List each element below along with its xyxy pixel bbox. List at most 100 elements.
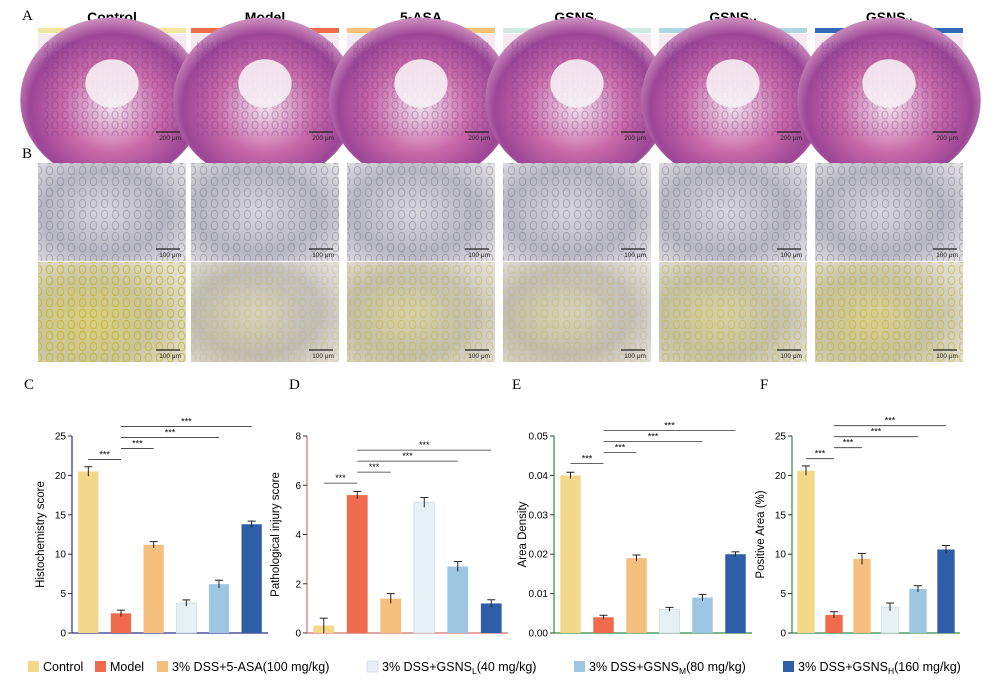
y-tick-label: 0	[780, 629, 786, 640]
bar-4	[909, 588, 927, 633]
he-micrograph: 200 μm	[485, 17, 669, 183]
scale-bar-label: 100 μm	[624, 353, 646, 360]
y-tick-label: 20	[55, 471, 67, 482]
panel-letter-b: B	[22, 146, 32, 162]
scale-bar-label: 100 μm	[159, 252, 181, 259]
ihc-micrograph: 100 μm	[659, 163, 807, 261]
scale-bar-label: 100 μm	[624, 252, 646, 259]
chart-panel-e: 0.00 0.01 0.02 0.03 0.04 0.05 Area Density *** *…	[517, 420, 752, 640]
y-tick-label: 0.02	[529, 550, 549, 561]
scale-bar-label: 200 μm	[468, 135, 490, 142]
ihc-micrograph: 100 μm	[815, 163, 963, 261]
bar-0	[560, 475, 581, 633]
y-tick-label: 0.04	[529, 471, 549, 482]
panel-letter-a: A	[22, 8, 33, 24]
panel-letter-f: F	[760, 377, 768, 393]
scale-bar-label: 200 μm	[624, 135, 646, 142]
significance-mark: ***	[99, 449, 110, 459]
y-tick-label: 5	[60, 589, 66, 600]
significance-mark: ***	[582, 453, 593, 463]
ihc-micrograph: 100 μm	[347, 262, 495, 362]
y-tick-label: 2	[295, 579, 301, 590]
scale-bar-label: 100 μm	[312, 353, 334, 360]
significance-mark: ***	[648, 431, 659, 441]
panel-letter-c: C	[24, 377, 34, 393]
bar-2	[853, 558, 871, 633]
y-tick-label: 25	[775, 432, 787, 443]
y-tick-label: 0.00	[529, 629, 549, 640]
he-micrograph: 200 μm	[173, 17, 357, 183]
bar-2	[143, 544, 164, 633]
significance-mark: ***	[843, 438, 854, 448]
y-tick-label: 25	[55, 432, 67, 443]
scale-bar-label: 100 μm	[312, 252, 334, 259]
chart-panel-d: 0 2 4 6 8 Pathological injury score *** *** *** *…	[270, 432, 508, 640]
bar-0	[78, 471, 99, 633]
legend-swatch-gsnsh	[783, 661, 794, 672]
scale-bar-label: 200 μm	[159, 135, 181, 142]
legend: Control Model 3% DSS+5-ASA(100 mg/kg) 3%…	[28, 660, 961, 676]
he-micrograph: 200 μm	[797, 17, 981, 183]
y-tick-label: 10	[55, 550, 67, 561]
significance-mark: ***	[402, 451, 413, 461]
ihc-micrograph: 100 μm	[815, 262, 963, 362]
scale-bar-label: 100 μm	[780, 252, 802, 259]
y-tick-label: 8	[295, 432, 301, 443]
ihc-micrograph: 100 μm	[191, 163, 339, 261]
legend-label-gsnsl: 3% DSS+GSNSL(40 mg/kg)	[382, 660, 536, 676]
scale-bar-label: 100 μm	[468, 252, 490, 259]
y-tick-label: 10	[775, 550, 787, 561]
ihc-micrograph: 100 μm	[503, 262, 651, 362]
bar-1	[110, 613, 132, 633]
y-tick-label: 4	[295, 530, 301, 541]
bar-3	[175, 602, 197, 634]
he-micrograph: 200 μm	[641, 17, 825, 183]
ihc-micrograph: 100 μm	[659, 262, 807, 362]
scale-bar-label: 200 μm	[936, 135, 958, 142]
legend-swatch-gsnsm	[574, 661, 585, 672]
y-tick-label: 5	[780, 589, 786, 600]
y-tick-label: 15	[775, 510, 787, 521]
scale-bar-label: 200 μm	[780, 135, 802, 142]
y-axis-label: Area Density	[517, 501, 529, 567]
legend-swatch-gsnsl	[366, 660, 379, 673]
bar-2	[626, 558, 647, 633]
bar-1	[593, 617, 614, 633]
significance-mark: ***	[165, 427, 176, 437]
he-micrograph: 200 μm	[20, 17, 204, 183]
legend-label-5asa: 3% DSS+5-ASA(100 mg/kg)	[172, 660, 329, 674]
significance-mark: ***	[815, 449, 826, 459]
bar-4	[208, 584, 230, 633]
significance-mark: ***	[664, 420, 675, 430]
significance-mark: ***	[419, 440, 430, 450]
bar-5	[725, 554, 746, 633]
bar-5	[241, 524, 262, 633]
legend-label-gsnsm: 3% DSS+GSNSM(80 mg/kg)	[589, 660, 746, 676]
y-tick-label: 0.01	[529, 589, 549, 600]
scale-bar-label: 100 μm	[468, 353, 490, 360]
legend-label-model: Model	[110, 660, 144, 674]
bar-5	[937, 549, 955, 633]
y-tick-label: 20	[775, 471, 787, 482]
he-micrograph: 200 μm	[329, 17, 513, 183]
bar-4	[447, 566, 469, 633]
bar-1	[346, 495, 368, 633]
y-tick-label: 6	[295, 481, 301, 492]
ihc-micrograph: 100 μm	[38, 163, 186, 261]
y-tick-label: 0.03	[529, 510, 549, 521]
y-axis-label: Positive Area (%)	[755, 490, 767, 578]
significance-mark: ***	[335, 473, 346, 483]
legend-swatch-model	[95, 661, 106, 672]
ihc-micrograph: 100 μm	[38, 262, 186, 362]
y-tick-label: 0.05	[529, 432, 549, 443]
scale-bar-label: 100 μm	[936, 353, 958, 360]
bar-1	[825, 614, 843, 633]
scale-bar-label: 100 μm	[780, 353, 802, 360]
scale-bar-label: 100 μm	[159, 353, 181, 360]
bar-2	[380, 598, 402, 633]
y-tick-label: 0	[295, 629, 301, 640]
significance-mark: ***	[871, 427, 882, 437]
